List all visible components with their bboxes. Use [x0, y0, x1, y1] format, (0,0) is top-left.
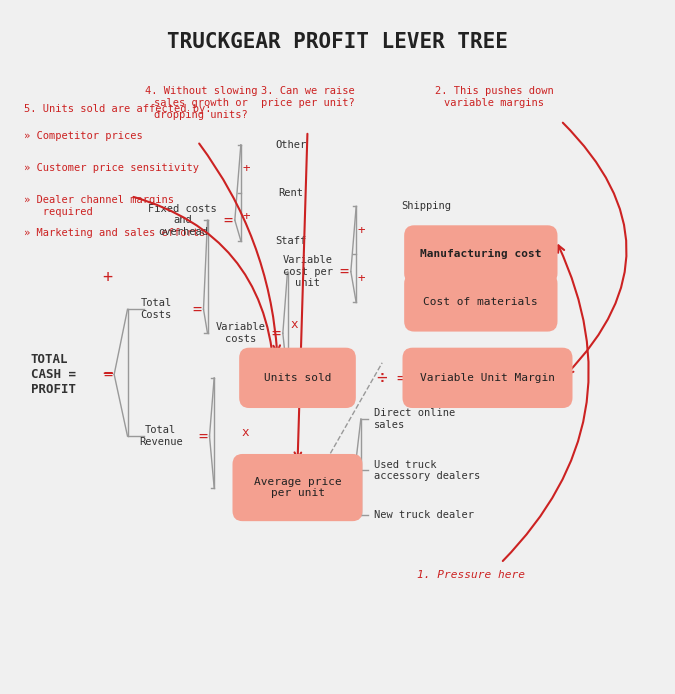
- Text: =: =: [340, 264, 349, 279]
- Text: 4. Without slowing
sales growth or
dropping units?: 4. Without slowing sales growth or dropp…: [144, 87, 257, 119]
- Text: −: −: [102, 366, 113, 383]
- FancyBboxPatch shape: [404, 226, 558, 284]
- Text: Variable Unit Margin: Variable Unit Margin: [420, 373, 555, 383]
- Text: Units sold: Units sold: [264, 373, 331, 383]
- Text: » Customer price sensitivity: » Customer price sensitivity: [24, 163, 199, 174]
- Text: Average price
per unit: Average price per unit: [254, 477, 342, 498]
- Text: Manufacturing cost: Manufacturing cost: [420, 249, 541, 260]
- Text: 3. Can we raise
price per unit?: 3. Can we raise price per unit?: [261, 87, 354, 108]
- Text: Used truck
accessory dealers: Used truck accessory dealers: [374, 459, 481, 481]
- Text: Variable
costs: Variable costs: [216, 323, 266, 344]
- Text: +: +: [357, 272, 365, 285]
- Text: Other: Other: [275, 139, 306, 150]
- Text: 1. Pressure here: 1. Pressure here: [417, 570, 525, 580]
- Text: x: x: [290, 319, 298, 331]
- Text: Fixed costs
and
overhead: Fixed costs and overhead: [148, 203, 217, 237]
- Text: +: +: [242, 162, 250, 175]
- FancyBboxPatch shape: [404, 273, 558, 332]
- Text: » Dealer channel margins
   required: » Dealer channel margins required: [24, 196, 174, 217]
- Text: +: +: [103, 268, 113, 286]
- Text: =: =: [271, 325, 281, 341]
- Text: =: =: [198, 429, 207, 443]
- Text: +: +: [357, 224, 365, 237]
- Text: Cost of materials: Cost of materials: [423, 298, 538, 307]
- Text: Staff: Staff: [275, 236, 306, 246]
- Text: =: =: [396, 371, 406, 385]
- Text: TRUCKGEAR PROFIT LEVER TREE: TRUCKGEAR PROFIT LEVER TREE: [167, 32, 508, 51]
- Text: Variable
cost per
unit: Variable cost per unit: [283, 255, 333, 288]
- Text: Shipping: Shipping: [401, 201, 451, 212]
- FancyBboxPatch shape: [239, 348, 356, 408]
- FancyBboxPatch shape: [232, 454, 362, 521]
- Text: Direct online
sales: Direct online sales: [374, 408, 456, 430]
- Text: +: +: [242, 210, 250, 223]
- Text: =: =: [223, 212, 232, 228]
- Text: =: =: [103, 367, 112, 382]
- FancyBboxPatch shape: [402, 348, 572, 408]
- Text: Total
Revenue: Total Revenue: [139, 425, 183, 447]
- Text: » Competitor prices: » Competitor prices: [24, 131, 143, 141]
- Text: New truck dealer: New truck dealer: [374, 510, 474, 520]
- Text: Rent: Rent: [278, 187, 303, 198]
- Text: 2. This pushes down
variable margins: 2. This pushes down variable margins: [435, 87, 554, 108]
- Text: 5. Units sold are affected by:: 5. Units sold are affected by:: [24, 103, 212, 114]
- Text: TOTAL
CASH =
PROFIT: TOTAL CASH = PROFIT: [31, 353, 76, 396]
- Text: x: x: [242, 426, 249, 439]
- Text: Total
Costs: Total Costs: [140, 298, 172, 320]
- Text: » Marketing and sales efforts: » Marketing and sales efforts: [24, 228, 205, 237]
- Text: =: =: [192, 302, 201, 316]
- Text: ÷: ÷: [377, 369, 387, 387]
